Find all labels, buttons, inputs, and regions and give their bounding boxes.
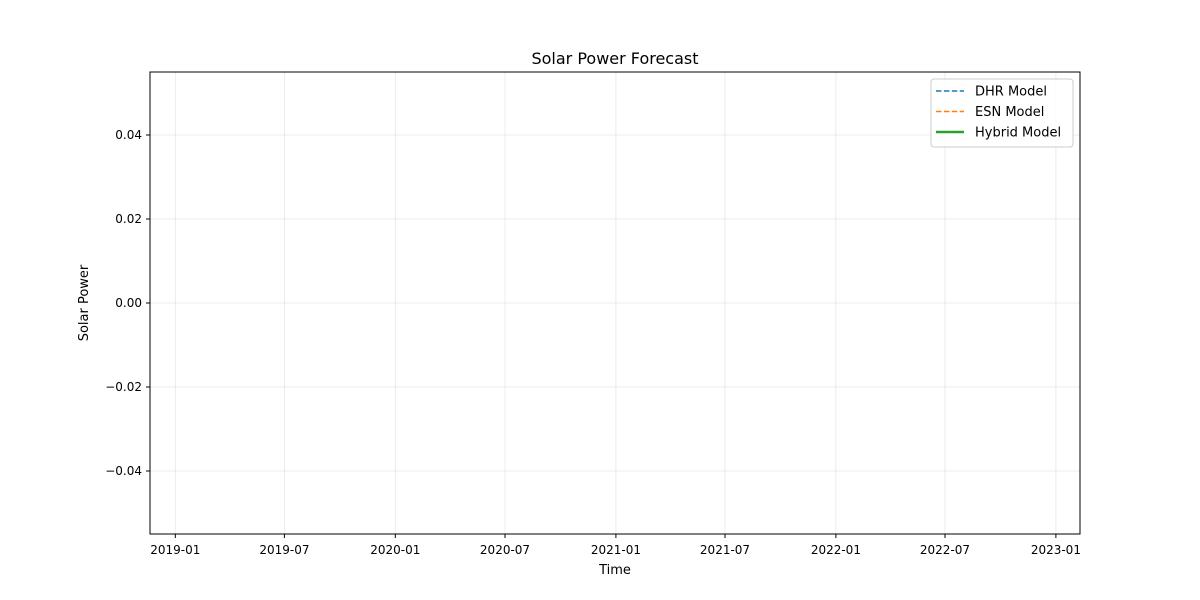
x-axis-label: Time [598, 563, 631, 578]
y-tick-label: 0.00 [115, 296, 142, 310]
x-tick-label: 2022-01 [811, 543, 861, 557]
y-tick-label: −0.02 [105, 380, 142, 394]
x-tick-label: 2020-07 [480, 543, 530, 557]
legend-label: DHR Model [975, 85, 1047, 100]
legend: DHR Model ESN Model Hybrid Model [930, 78, 1074, 148]
x-tick-label: 2023-01 [1031, 543, 1081, 557]
y-axis-label: Solar Power [77, 264, 92, 341]
y-axis: −0.04 −0.02 0.00 0.02 0.04 [105, 128, 150, 478]
y-tick-label: −0.04 [105, 464, 142, 478]
x-tick-label: 2021-01 [591, 543, 641, 557]
x-tick-label: 2020-01 [370, 543, 420, 557]
x-axis: 2019-01 2019-07 2020-01 2020-07 2021-01 2021-… [150, 534, 1081, 557]
x-tick-label: 2019-07 [259, 543, 309, 557]
grid [150, 72, 1080, 534]
legend-label: ESN Model [975, 105, 1044, 120]
legend-label: Hybrid Model [975, 126, 1061, 141]
x-tick-label: 2021-07 [700, 543, 750, 557]
chart-title: Solar Power Forecast [531, 49, 698, 68]
y-tick-label: 0.04 [115, 128, 142, 142]
x-tick-label: 2022-07 [920, 543, 970, 557]
y-tick-label: 0.02 [115, 212, 142, 226]
legend-box [930, 78, 1074, 148]
x-tick-label: 2019-01 [150, 543, 200, 557]
plot-area [150, 72, 1080, 534]
